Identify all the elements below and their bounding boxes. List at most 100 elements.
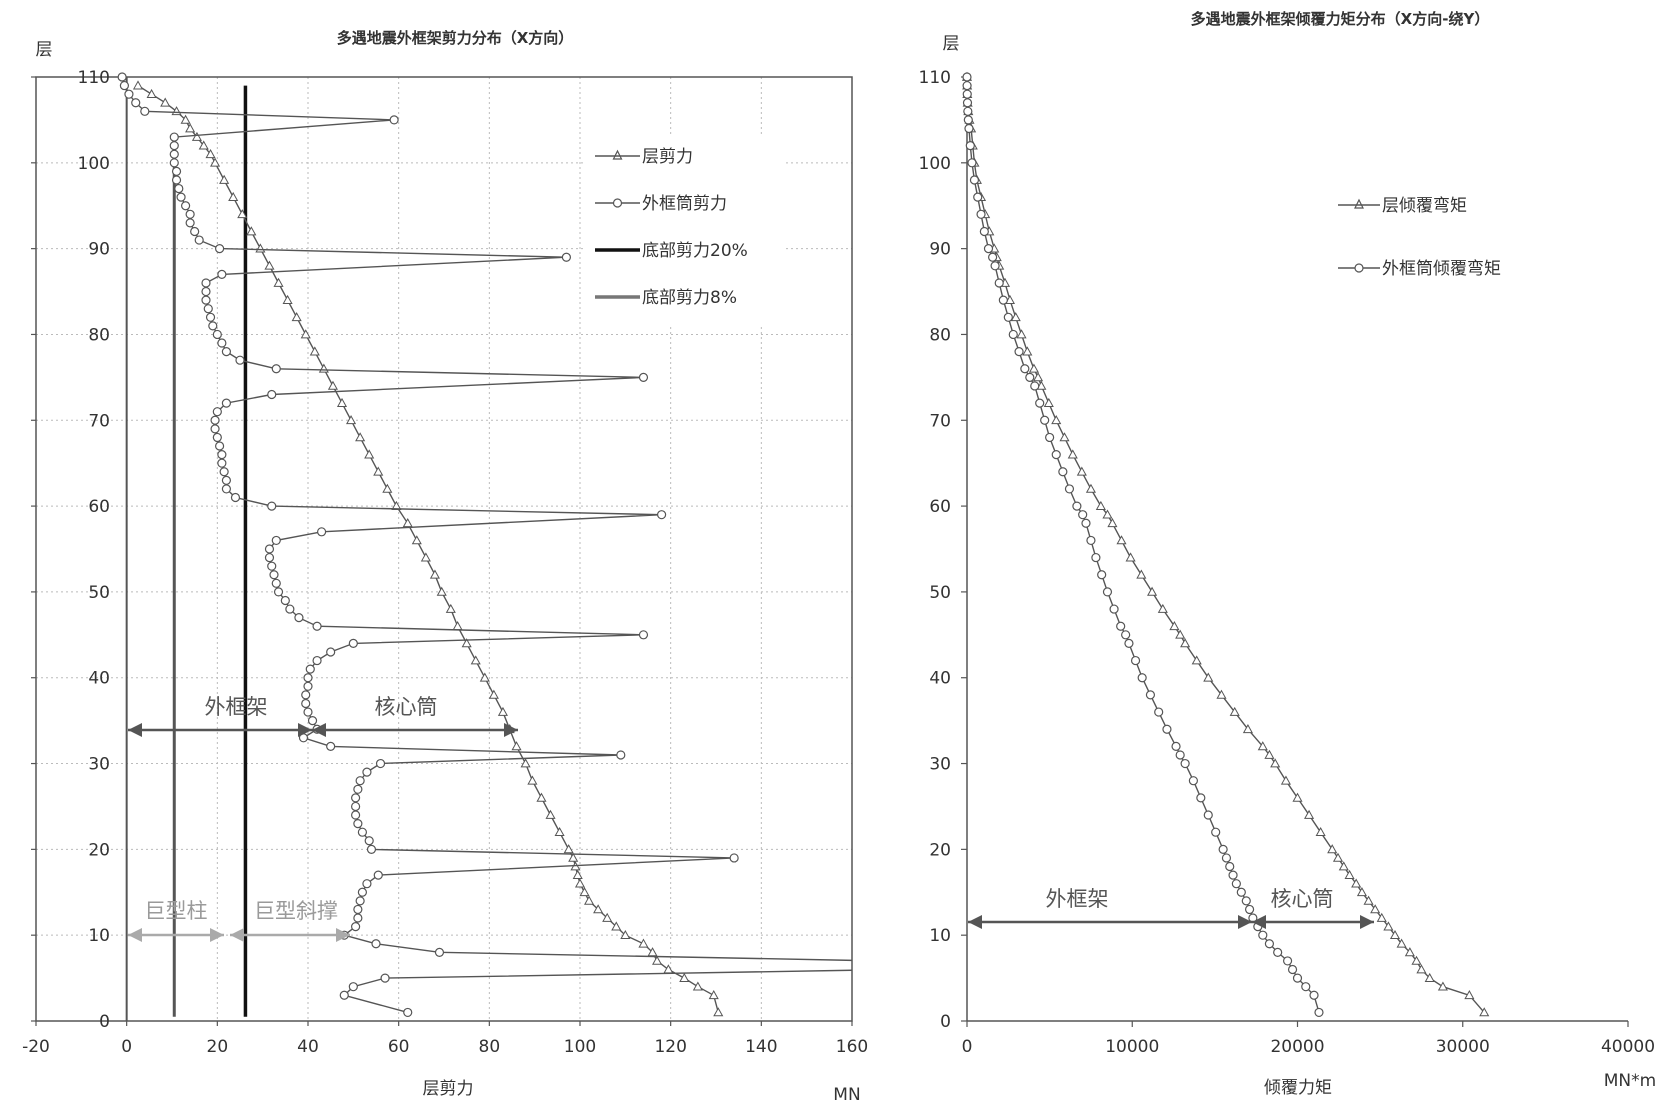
left-x-tick-label: 140 [745, 1037, 777, 1057]
data-point-triangle [282, 294, 293, 304]
right-x-tick-label: 20000 [1270, 1037, 1324, 1057]
data-point-triangle [1424, 972, 1435, 982]
data-point-circle [1081, 518, 1091, 528]
data-point-triangle [436, 586, 447, 596]
data-point-triangle [545, 809, 556, 819]
data-point-triangle [708, 990, 719, 1000]
data-point-circle [169, 149, 179, 159]
data-point-circle [967, 158, 977, 168]
data-point-circle [305, 664, 315, 674]
data-point-triangle [1191, 655, 1202, 665]
right-chart-title: 多遇地震外框架倾覆力矩分布（X方向-绕Y） [1191, 10, 1490, 28]
data-point-circle [1221, 853, 1232, 863]
annotation-core-tube: 核心筒 [375, 695, 438, 719]
data-point-circle [264, 552, 275, 563]
data-point-circle [273, 587, 284, 597]
left-y-tick-label: 60 [88, 497, 110, 517]
data-point-triangle [692, 981, 703, 991]
data-point-triangle [1363, 895, 1374, 905]
data-point-triangle [1107, 518, 1118, 528]
data-point-circle [1175, 750, 1185, 760]
data-point-triangle [1356, 887, 1367, 897]
data-point-circle [1064, 484, 1075, 494]
data-point-circle [267, 501, 277, 511]
data-point-circle [271, 364, 281, 374]
data-point-circle [1314, 1007, 1324, 1018]
right-x-tick-label: 10000 [1105, 1037, 1159, 1057]
data-point-triangle [291, 312, 302, 322]
data-point-triangle [1376, 912, 1387, 922]
data-point-circle [353, 819, 363, 829]
data-point-circle [267, 561, 277, 571]
data-point-circle [1171, 741, 1181, 751]
data-point-triangle [346, 415, 357, 425]
data-point-triangle [1102, 509, 1113, 519]
data-point-circle [1196, 793, 1206, 803]
data-point-circle [371, 939, 381, 949]
data-point-triangle [411, 535, 422, 545]
data-point-circle [1086, 535, 1096, 546]
data-point-triangle [497, 706, 508, 716]
data-point-circle [208, 321, 218, 331]
data-point-triangle [1095, 500, 1106, 510]
right-x-tick-label: 0 [962, 1037, 973, 1057]
data-point-triangle [1416, 964, 1427, 974]
data-point-circle [1130, 655, 1141, 666]
data-point-triangle [1051, 415, 1062, 425]
data-point-circle [1045, 432, 1055, 443]
data-point-circle [1292, 973, 1303, 983]
left-x-tick-label: -20 [22, 1037, 50, 1057]
data-point-triangle [1338, 861, 1349, 871]
data-point-circle [362, 767, 372, 777]
data-point-triangle [420, 552, 431, 562]
data-point-circle [990, 261, 1000, 271]
data-point-circle [212, 407, 222, 417]
data-point-triangle [572, 869, 583, 879]
data-point-circle [1258, 930, 1268, 940]
right-y-tick-label: 20 [929, 840, 951, 860]
data-point-triangle [1242, 723, 1253, 734]
data-point-circle [221, 347, 231, 357]
left-y-tick-label: 80 [88, 325, 110, 345]
data-point-circle [1309, 990, 1319, 1000]
right-x-ticks: 0 10000 20000 30000 40000 [962, 1021, 1655, 1057]
data-point-triangle [210, 157, 221, 167]
data-point-triangle [1370, 904, 1381, 914]
data-point-triangle [1332, 852, 1344, 862]
right-series-group [961, 71, 1490, 1018]
data-point-circle [174, 183, 184, 194]
data-point-circle [357, 887, 367, 897]
data-point-triangle [520, 758, 531, 768]
data-point-circle [1102, 587, 1113, 597]
data-point-triangle [318, 363, 329, 373]
data-point-circle [212, 329, 222, 340]
data-point-triangle [1157, 603, 1168, 613]
data-point-circle [176, 192, 186, 202]
data-point-circle [1121, 630, 1131, 640]
data-point-circle [983, 244, 994, 254]
data-point-triangle [1180, 638, 1191, 648]
data-point-triangle [1076, 466, 1087, 476]
left-y-tick-label: 70 [88, 411, 110, 431]
data-point-circle [1162, 724, 1172, 734]
right-y-tick-label: 50 [929, 583, 951, 603]
data-point-circle [348, 982, 358, 992]
data-point-circle [301, 690, 311, 700]
data-point-circle [201, 278, 211, 288]
data-point-circle [326, 647, 336, 657]
data-point-circle [264, 544, 275, 554]
left-y-tick-label: 110 [78, 68, 110, 88]
data-point-triangle [1028, 363, 1039, 373]
data-point-circle [403, 1007, 413, 1018]
data-point-triangle [1136, 569, 1147, 579]
data-point-circle [303, 673, 313, 683]
data-point-circle [1025, 372, 1035, 382]
data-point-circle [351, 801, 361, 812]
annotation-mega-brace: 巨型斜撑 [254, 899, 338, 923]
data-point-circle [1072, 501, 1082, 511]
data-point-circle [267, 389, 277, 400]
data-point-circle [169, 158, 179, 168]
data-point-triangle [1383, 921, 1394, 931]
data-point-triangle [1169, 621, 1180, 631]
data-point-circle [348, 638, 358, 649]
